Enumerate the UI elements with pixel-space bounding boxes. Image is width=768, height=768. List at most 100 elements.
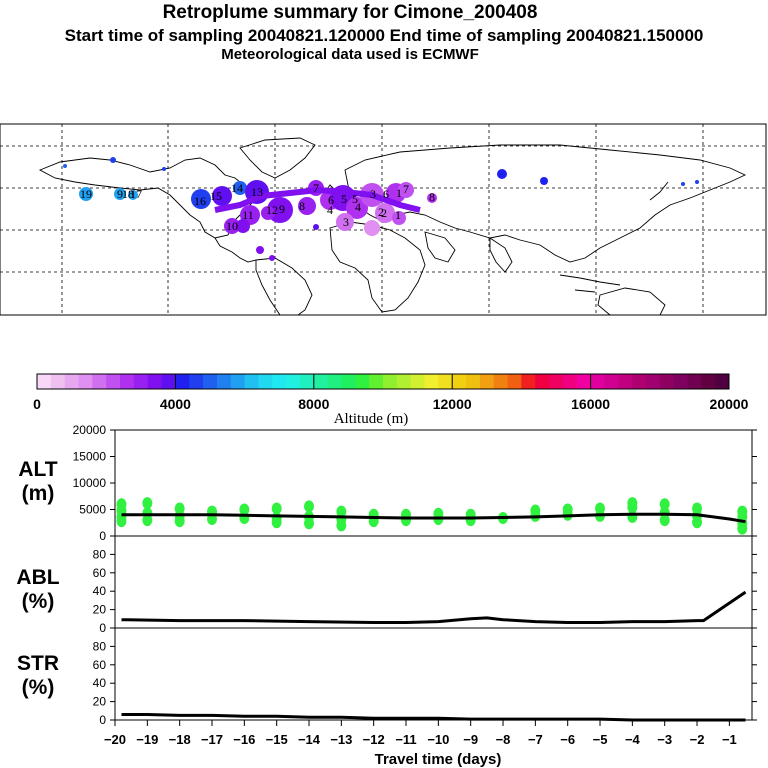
alt-unit: (m): [22, 482, 55, 505]
colorbar-cell: [286, 374, 301, 389]
sampling-times: Start time of sampling 20040821.120000 E…: [64, 26, 704, 45]
plume-cluster: [256, 246, 264, 254]
scatter-point: [595, 502, 606, 515]
map-day-label: 9: [117, 187, 123, 201]
time-series-panels: ALT (m) ABL (%) STR (%) 0 5000 10000 15000 2…: [16, 423, 757, 768]
plume-cluster: [224, 218, 240, 234]
map-day-label: 2: [381, 206, 387, 220]
map-day-label: 7: [403, 182, 409, 196]
colorbar-tick-label: 0: [33, 396, 41, 412]
plume-cluster: [269, 255, 275, 261]
map-day-label: 4: [327, 203, 333, 217]
colorbar-cell: [37, 374, 52, 389]
colorbar-cell: [230, 374, 246, 389]
colorbar-cell: [424, 374, 439, 389]
scatter-point: [627, 497, 638, 510]
y-tick-label: 20: [93, 695, 107, 709]
scatter-point: [304, 500, 315, 513]
colorbar-cell: [493, 374, 509, 389]
x-tick-label: −1: [722, 732, 737, 747]
map-day-label: 5: [352, 192, 358, 206]
x-tick-label: −17: [201, 732, 223, 747]
series-line: [121, 512, 746, 524]
map-day-label: 6: [383, 187, 389, 201]
map-day-label: 19: [80, 187, 92, 201]
x-tick-label: −16: [233, 732, 255, 747]
y-tick-label: 80: [93, 639, 107, 653]
colorbar-cell: [618, 374, 633, 389]
x-tick-label: −11: [395, 732, 416, 747]
y-tick-label: 10000: [73, 476, 107, 490]
scatter-point: [271, 502, 282, 515]
plume-cluster: [364, 220, 380, 236]
plume-cluster: [398, 182, 414, 198]
scatter-point: [659, 498, 670, 511]
colorbar-cell: [106, 374, 121, 389]
scatter-point: [239, 503, 250, 516]
colorbar-cell: [452, 374, 467, 389]
plume-cluster: [261, 206, 275, 220]
plume-cluster: [298, 197, 316, 215]
coast-arabia: [424, 231, 456, 263]
colorbar-cell: [341, 374, 356, 389]
colorbar-cells: [37, 374, 730, 389]
str-panel-frame: [114, 627, 753, 721]
map-day-label: 9: [279, 202, 285, 216]
colorbar-tick-label: 20000: [710, 396, 749, 412]
plume-cluster: [336, 213, 354, 231]
colorbar-cell: [396, 374, 412, 389]
map-day-label: 15: [210, 189, 222, 203]
x-tick-label: −2: [690, 732, 705, 747]
scatter-point: [142, 497, 153, 510]
colorbar-cell: [715, 374, 730, 389]
map-day-label: 6: [328, 193, 334, 207]
y-tick-label: 20000: [73, 423, 107, 437]
colorbar-cell: [659, 374, 675, 389]
colorbar-cell: [78, 374, 93, 389]
map-day-label: 16: [194, 194, 206, 208]
x-tick-label: −4: [625, 732, 641, 747]
colorbar-frame: [36, 373, 730, 390]
colorbar-tick-label: 16000: [571, 396, 610, 412]
plume-cluster: [346, 197, 368, 219]
plume-cluster: [695, 180, 699, 184]
series-line: [121, 713, 746, 722]
colorbar-cell: [189, 374, 204, 389]
y-tick-label: 80: [93, 547, 107, 561]
y-tick-label: 0: [99, 621, 106, 635]
x-tick-label: −18: [169, 732, 191, 747]
colorbar-cell: [549, 374, 564, 389]
colorbar-cell: [576, 374, 592, 389]
x-tick-label: −8: [496, 732, 511, 747]
colorbar-cell: [355, 374, 370, 389]
plume-cluster: [427, 193, 437, 203]
map-day-label: 2: [378, 205, 384, 219]
colorbar-cell: [438, 374, 453, 389]
map-day-label: 1: [395, 208, 401, 222]
map-day-label: 3: [370, 187, 376, 201]
scatter-point: [562, 503, 573, 516]
map-day-label: 8: [299, 199, 305, 213]
colorbar-cell: [673, 374, 688, 389]
plume-cluster: [233, 181, 247, 195]
map-day-label: 11: [242, 208, 254, 222]
chart-title: Retroplume summary for Cimone_200408: [162, 2, 538, 23]
x-tick-label: −3: [657, 732, 672, 747]
x-tick-label: −7: [528, 732, 543, 747]
colorbar-cell: [369, 374, 384, 389]
colorbar-cell: [645, 374, 661, 389]
plume-cluster: [110, 157, 116, 163]
colorbar-cell: [175, 374, 190, 389]
y-tick-label: 15000: [73, 450, 107, 464]
map-day-label: 8: [429, 190, 435, 204]
y-tick-label: 0: [99, 529, 106, 543]
map-day-label: 12: [266, 203, 278, 217]
colorbar-cell: [147, 374, 163, 389]
coast-south-america: [255, 257, 313, 316]
colorbar-cell: [92, 374, 107, 389]
plume-cluster: [313, 224, 319, 230]
x-tick-label: −14: [298, 732, 321, 747]
